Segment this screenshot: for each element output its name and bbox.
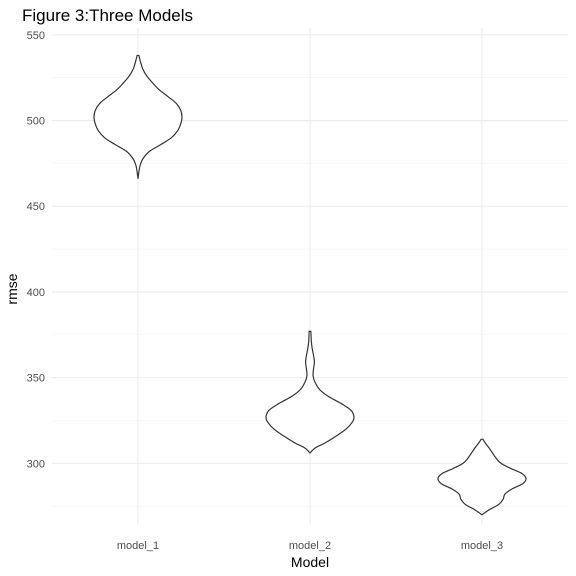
- y-tick-label: 550: [27, 30, 45, 42]
- x-tick-label: model_1: [117, 540, 159, 552]
- y-tick-label: 300: [27, 458, 45, 470]
- y-axis-tick-labels: 300 350 400 450 500 550: [27, 30, 45, 470]
- x-axis-tick-labels: model_1 model_2 model_3: [117, 540, 503, 552]
- y-tick-label: 500: [27, 116, 45, 128]
- chart-title: Figure 3:Three Models: [22, 6, 193, 25]
- x-axis-title: Model: [291, 554, 329, 570]
- violin-model-1: [93, 54, 183, 179]
- y-tick-label: 400: [27, 287, 45, 299]
- y-tick-label: 350: [27, 373, 45, 385]
- violin-model-2: [265, 330, 355, 454]
- x-tick-label: model_2: [289, 540, 331, 552]
- x-tick-label: model_3: [461, 540, 503, 552]
- violins: [93, 54, 527, 516]
- y-axis-title: rmse: [4, 273, 20, 304]
- y-tick-label: 450: [27, 201, 45, 213]
- violin-model-3: [437, 438, 527, 516]
